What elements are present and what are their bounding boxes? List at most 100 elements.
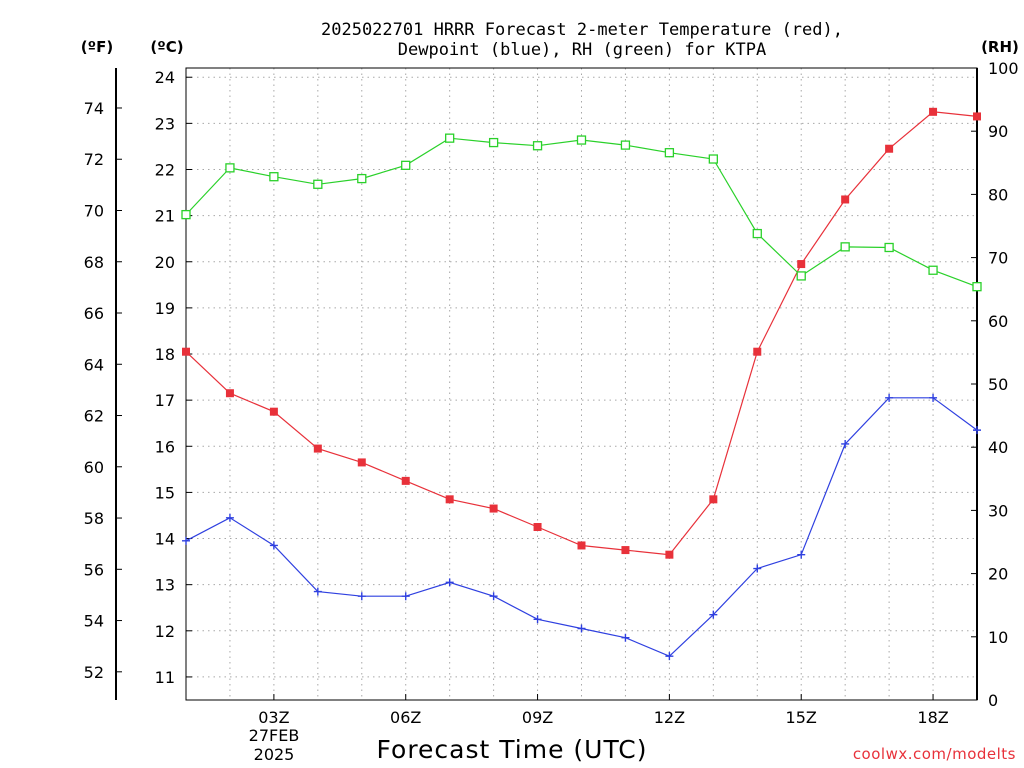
rh-tick-label: 50: [988, 375, 1008, 394]
title-line-1: 2025022701 HRRR Forecast 2-meter Tempera…: [321, 20, 843, 40]
rh-point: [929, 266, 937, 274]
fahrenheit-tick-label: 56: [84, 560, 104, 579]
rh-point: [621, 141, 629, 149]
celsius-tick-label: 14: [155, 530, 175, 549]
fahrenheit-tick-label: 58: [84, 509, 104, 528]
dewpoint-point: [929, 394, 937, 402]
fahrenheit-tick-label: 62: [84, 407, 104, 426]
temperature-point: [621, 546, 629, 554]
temperature-point: [973, 112, 981, 120]
time-tick-label: 12Z: [654, 708, 685, 727]
dewpoint-point: [797, 551, 805, 559]
temperature-point: [270, 408, 278, 416]
dewpoint-series: [182, 394, 981, 660]
fahrenheit-tick-label: 54: [84, 612, 104, 631]
celsius-tick-label: 24: [155, 68, 175, 87]
fahrenheit-tick-label: 70: [84, 201, 104, 220]
dewpoint-point: [578, 624, 586, 632]
dewpoint-point: [446, 578, 454, 586]
celsius-tick-label: 20: [155, 253, 175, 272]
temperature-point: [578, 541, 586, 549]
temperature-point: [841, 195, 849, 203]
temperature-point: [797, 260, 805, 268]
celsius-tick-label: 13: [155, 576, 175, 595]
fahrenheit-tick-label: 72: [84, 150, 104, 169]
celsius-tick-label: 16: [155, 437, 175, 456]
title-line-2: Dewpoint (blue), RH (green) for KTPA: [398, 40, 766, 60]
temperature-point: [402, 477, 410, 485]
celsius-unit-label: (ºC): [150, 38, 183, 56]
fahrenheit-tick-label: 64: [84, 355, 104, 374]
rh-point: [841, 243, 849, 251]
temperature-point: [929, 108, 937, 116]
rh-point: [665, 149, 673, 157]
rh-point: [270, 173, 278, 181]
time-tick-label: 09Z: [522, 708, 553, 727]
rh-point: [358, 175, 366, 183]
date-label-day: 27FEB: [249, 726, 300, 745]
date-label-year: 2025: [254, 745, 295, 764]
fahrenheit-unit-label: (ºF): [81, 38, 113, 56]
dewpoint-point: [402, 592, 410, 600]
fahrenheit-tick-label: 74: [84, 99, 104, 118]
celsius-tick-label: 22: [155, 160, 175, 179]
rh-tick-label: 10: [988, 628, 1008, 647]
rh-tick-label: 70: [988, 249, 1008, 268]
grid: [186, 68, 977, 700]
rh-tick-label: 90: [988, 122, 1008, 141]
dewpoint-point: [358, 592, 366, 600]
rh-point: [709, 155, 717, 163]
rh-point: [797, 272, 805, 280]
series-group: [182, 108, 981, 660]
rh-point: [973, 283, 981, 291]
rh-point: [753, 230, 761, 238]
celsius-tick-label: 12: [155, 622, 175, 641]
rh-unit-label: (RH): [981, 38, 1019, 56]
chart-title: 2025022701 HRRR Forecast 2-meter Tempera…: [321, 20, 843, 60]
celsius-tick-label: 18: [155, 345, 175, 364]
site-credit: coolwx.com/modelts: [853, 745, 1016, 763]
rh-point: [402, 161, 410, 169]
time-tick-label: 15Z: [786, 708, 817, 727]
rh-tick-label: 30: [988, 501, 1008, 520]
temperature-point: [314, 445, 322, 453]
temperature-point: [446, 495, 454, 503]
celsius-tick-label: 11: [155, 668, 175, 687]
time-axis: 03Z06Z09Z12Z15Z18Z: [258, 694, 949, 727]
rh-tick-label: 80: [988, 185, 1008, 204]
rh-point: [578, 136, 586, 144]
dewpoint-point: [490, 592, 498, 600]
fahrenheit-tick-label: 66: [84, 304, 104, 323]
temperature-point: [358, 458, 366, 466]
temperature-point: [226, 389, 234, 397]
rh-point: [446, 134, 454, 142]
dewpoint-point: [621, 634, 629, 642]
rh-tick-label: 100: [988, 59, 1019, 78]
rh-axis: 0102030405060708090100: [971, 59, 1019, 710]
celsius-tick-label: 19: [155, 299, 175, 318]
temperature-point: [665, 551, 673, 559]
dewpoint-point: [226, 514, 234, 522]
rh-point: [226, 164, 234, 172]
fahrenheit-tick-label: 60: [84, 458, 104, 477]
temperature-point: [885, 145, 893, 153]
rh-point: [885, 243, 893, 251]
fahrenheit-axis: 525456586062646668707274: [84, 68, 122, 700]
rh-point: [534, 142, 542, 150]
rh-point: [182, 211, 190, 219]
rh-point: [314, 180, 322, 188]
rh-tick-label: 40: [988, 438, 1008, 457]
celsius-tick-label: 17: [155, 391, 175, 410]
time-tick-label: 06Z: [390, 708, 421, 727]
celsius-tick-label: 21: [155, 207, 175, 226]
time-tick-label: 03Z: [258, 708, 289, 727]
dewpoint-point: [534, 615, 542, 623]
temperature-point: [182, 348, 190, 356]
rh-tick-label: 0: [988, 691, 998, 710]
temperature-point: [753, 348, 761, 356]
temperature-point: [709, 495, 717, 503]
celsius-tick-label: 15: [155, 483, 175, 502]
rh-tick-label: 60: [988, 312, 1008, 331]
fahrenheit-tick-label: 52: [84, 663, 104, 682]
